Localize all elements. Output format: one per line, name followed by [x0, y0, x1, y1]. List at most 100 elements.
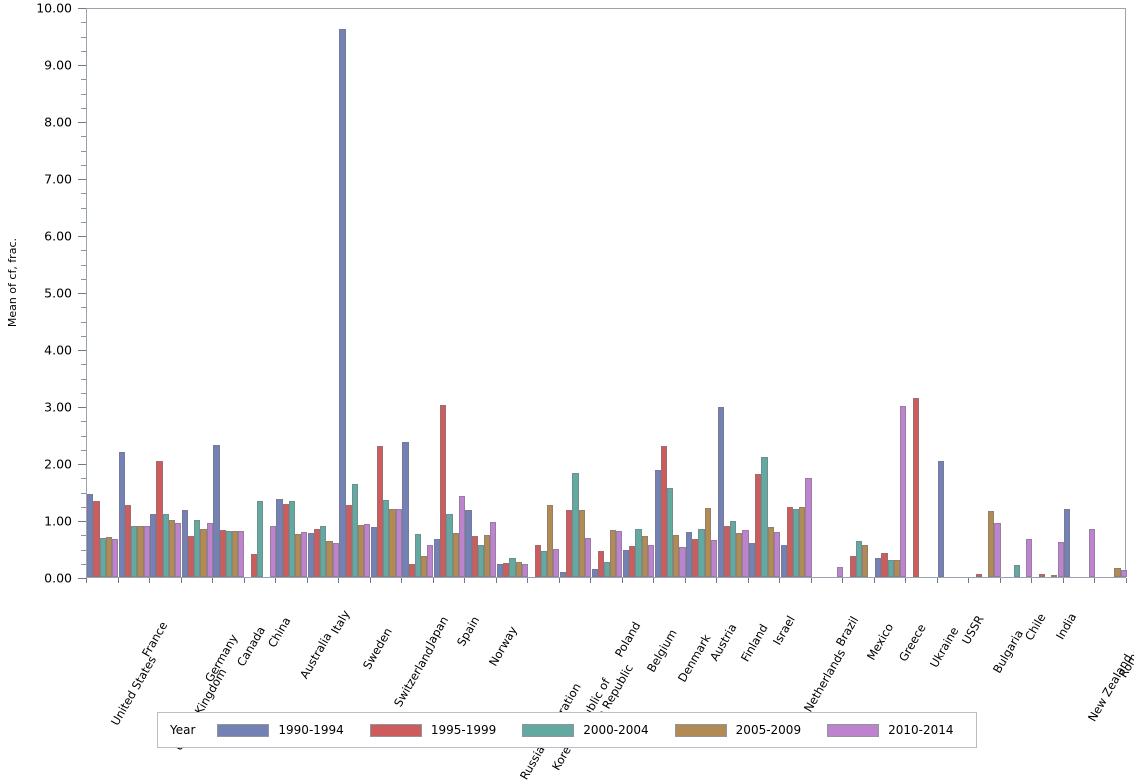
bar[interactable] — [307, 532, 315, 577]
bar[interactable] — [131, 525, 138, 577]
bar[interactable] — [389, 509, 396, 577]
bar[interactable] — [736, 532, 743, 577]
bar[interactable] — [414, 534, 421, 577]
bar[interactable] — [1051, 574, 1058, 577]
bar[interactable] — [792, 508, 800, 577]
bar[interactable] — [629, 546, 636, 577]
bar[interactable] — [654, 469, 661, 577]
bar[interactable] — [717, 407, 724, 577]
bar[interactable] — [490, 521, 497, 577]
bar[interactable] — [899, 406, 907, 577]
bar[interactable] — [938, 461, 945, 577]
bar[interactable] — [87, 494, 94, 577]
bar[interactable] — [276, 499, 283, 577]
bar[interactable] — [786, 506, 793, 577]
bar[interactable] — [1114, 568, 1121, 577]
bar[interactable] — [578, 510, 585, 577]
bar[interactable] — [251, 554, 258, 577]
bar[interactable] — [288, 500, 295, 577]
bar[interactable] — [465, 510, 472, 577]
bar[interactable] — [225, 530, 232, 577]
bar[interactable] — [137, 525, 144, 577]
bar[interactable] — [856, 540, 863, 577]
bar[interactable] — [1057, 542, 1064, 577]
bar[interactable] — [698, 529, 705, 577]
bar[interactable] — [547, 504, 554, 577]
bar[interactable] — [194, 520, 201, 577]
bar[interactable] — [383, 500, 390, 577]
bar[interactable] — [849, 555, 856, 577]
bar[interactable] — [1025, 539, 1033, 577]
bar[interactable] — [623, 550, 630, 577]
bar[interactable] — [112, 539, 119, 577]
bar[interactable] — [679, 547, 686, 577]
bar[interactable] — [370, 526, 378, 577]
bar[interactable] — [320, 526, 327, 577]
bar[interactable] — [452, 533, 459, 577]
bar[interactable] — [610, 530, 617, 577]
bar[interactable] — [893, 560, 900, 577]
bar[interactable] — [616, 530, 623, 577]
bar[interactable] — [1120, 569, 1127, 577]
bar[interactable] — [635, 529, 642, 577]
bar[interactable] — [150, 514, 157, 577]
bar[interactable] — [799, 506, 806, 577]
bar[interactable] — [213, 445, 220, 577]
bar[interactable] — [408, 563, 415, 577]
bar[interactable] — [553, 549, 560, 577]
bar[interactable] — [1064, 508, 1071, 577]
bar[interactable] — [282, 504, 289, 577]
bar[interactable] — [427, 544, 434, 577]
bar[interactable] — [446, 513, 453, 577]
bar[interactable] — [294, 534, 302, 577]
bar[interactable] — [566, 510, 573, 577]
bar[interactable] — [496, 564, 504, 577]
bar[interactable] — [912, 398, 920, 577]
bar[interactable] — [994, 522, 1001, 577]
bar[interactable] — [1038, 574, 1046, 577]
bar[interactable] — [118, 451, 125, 577]
bar[interactable] — [351, 484, 358, 577]
bar[interactable] — [395, 509, 402, 577]
bar[interactable] — [742, 530, 749, 577]
bar[interactable] — [238, 531, 245, 577]
bar[interactable] — [471, 535, 478, 577]
bar[interactable] — [836, 566, 844, 577]
bar[interactable] — [540, 550, 548, 577]
bar[interactable] — [433, 538, 441, 577]
bar[interactable] — [686, 531, 693, 577]
bar[interactable] — [988, 510, 995, 577]
bar[interactable] — [484, 535, 491, 577]
bar[interactable] — [357, 524, 365, 577]
bar[interactable] — [591, 569, 598, 577]
bar[interactable] — [503, 562, 510, 577]
bar[interactable] — [559, 572, 567, 577]
bar[interactable] — [1089, 528, 1096, 577]
bar[interactable] — [162, 513, 169, 577]
legend-item[interactable]: 1990-1994 — [217, 723, 344, 737]
bar[interactable] — [572, 473, 579, 577]
bar[interactable] — [509, 557, 516, 577]
bar[interactable] — [477, 544, 485, 577]
bar[interactable] — [181, 509, 188, 577]
bar[interactable] — [200, 528, 207, 577]
bar[interactable] — [143, 525, 150, 577]
bar[interactable] — [1013, 565, 1020, 577]
bar[interactable] — [704, 508, 711, 577]
bar[interactable] — [780, 545, 787, 577]
bar[interactable] — [93, 501, 100, 577]
bar[interactable] — [773, 531, 781, 577]
bar[interactable] — [603, 561, 611, 577]
bar[interactable] — [168, 520, 176, 577]
bar[interactable] — [749, 543, 756, 577]
bar[interactable] — [314, 528, 321, 577]
bar[interactable] — [231, 530, 239, 577]
bar[interactable] — [723, 525, 730, 577]
bar[interactable] — [187, 535, 195, 577]
bar[interactable] — [534, 544, 541, 577]
bar[interactable] — [641, 535, 648, 577]
bar[interactable] — [875, 557, 882, 577]
legend-item[interactable]: 2005-2009 — [674, 723, 801, 737]
bar[interactable] — [301, 531, 308, 577]
bar[interactable] — [521, 564, 528, 577]
